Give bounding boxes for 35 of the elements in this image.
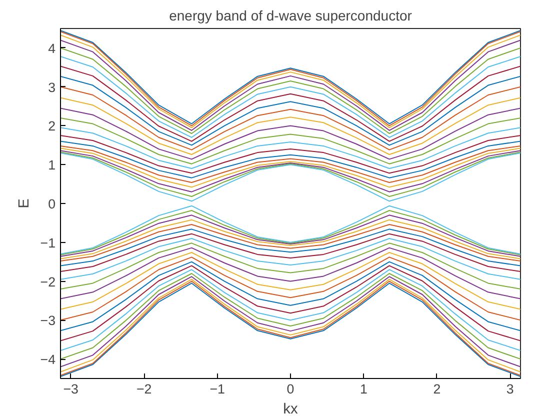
- x-tick-label: 1: [360, 382, 368, 396]
- x-tick-label: −1: [210, 382, 225, 396]
- line-series: [60, 66, 520, 142]
- line-series: [60, 76, 520, 146]
- chart-title: energy band of d-wave superconductor: [169, 8, 412, 24]
- line-series: [60, 233, 520, 272]
- y-tick-label: 2: [48, 118, 56, 134]
- y-tick-label: −4: [40, 352, 56, 368]
- line-series: [60, 247, 520, 300]
- line-series: [60, 256, 520, 321]
- y-tick-label: 4: [48, 40, 56, 56]
- line-series: [60, 261, 520, 332]
- line-series: [60, 134, 520, 174]
- line-series: [60, 117, 520, 164]
- x-tick-label: 3: [506, 382, 514, 396]
- y-tick-label: 1: [48, 158, 56, 173]
- x-axis-title: kx: [283, 402, 298, 418]
- y-axis-title: E: [16, 198, 32, 208]
- x-tick-label: 0: [286, 382, 294, 396]
- line-series: [60, 252, 520, 310]
- y-tick-label: −3: [40, 313, 56, 328]
- x-tick-label: −3: [63, 382, 78, 396]
- y-tick-label: 0: [48, 196, 56, 212]
- x-tick-label: 2: [433, 382, 441, 396]
- y-tick-label: −2: [40, 274, 56, 290]
- y-tick-label: −1: [40, 235, 56, 250]
- line-series: [60, 242, 520, 290]
- y-tick-label: 3: [48, 80, 56, 95]
- line-series: [60, 238, 520, 280]
- line-series: [60, 108, 520, 160]
- line-series: [60, 86, 520, 150]
- x-tick-label: −2: [136, 382, 152, 396]
- line-series: [60, 265, 520, 342]
- line-series: [60, 127, 520, 169]
- line-series: [60, 97, 520, 155]
